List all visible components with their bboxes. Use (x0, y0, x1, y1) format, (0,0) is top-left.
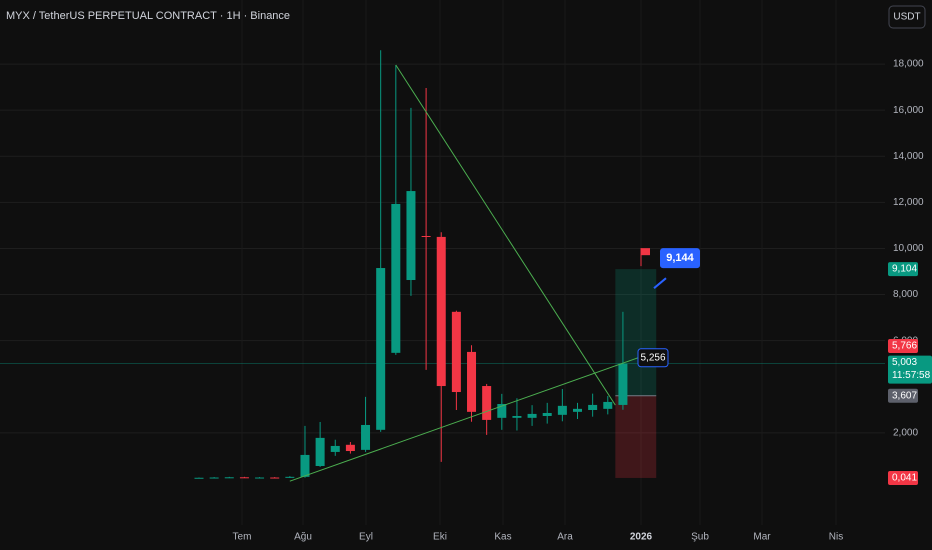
callout-label: 9,144 (666, 252, 694, 264)
x-tick-label: 2026 (630, 532, 653, 543)
trendline (395, 64, 616, 406)
candle-body (603, 401, 613, 409)
price-label: 5,766 (892, 341, 917, 352)
candle-body (421, 235, 431, 237)
candle-body (497, 404, 507, 418)
current-price-label: 5,003 (892, 357, 917, 368)
candle-body (467, 351, 477, 412)
candle-body (300, 454, 310, 477)
y-tick-label: 2,000 (893, 427, 918, 438)
price-label-box (888, 262, 918, 277)
current-price-box (888, 355, 932, 384)
candle-body (557, 405, 567, 415)
price-label: 9,104 (892, 264, 917, 275)
candle-body (391, 203, 401, 353)
x-tick-label: Eki (433, 532, 447, 543)
candle-body (618, 363, 628, 405)
candle-body (209, 477, 219, 479)
position-loss-zone (615, 395, 657, 478)
candle-body (194, 477, 204, 479)
y-tick-label: 14,000 (893, 151, 924, 162)
candle-body (588, 404, 598, 410)
price-label: 3,607 (892, 390, 917, 401)
callout-pointer (653, 277, 667, 289)
flag (641, 248, 650, 256)
x-tick-label: Mar (753, 532, 771, 543)
trendline (289, 357, 639, 482)
candle-body (270, 477, 280, 479)
price-label-box (888, 388, 918, 403)
price-label-box (888, 470, 918, 485)
grid (0, 0, 885, 525)
x-tick-label: Ara (557, 532, 573, 543)
callout-box (637, 348, 669, 368)
callout-box (660, 248, 700, 269)
candle-body (345, 444, 355, 452)
plot-area: 9,144 5,256 (0, 50, 885, 482)
x-tick-label: Nis (829, 532, 843, 543)
chart-title: MYX / TetherUS PERPETUAL CONTRACT · 1H ·… (6, 10, 290, 22)
candle-body (285, 476, 295, 478)
y-tick-label: 8,000 (893, 289, 918, 300)
candle-body (255, 477, 265, 479)
x-tick-label: Ağu (294, 532, 312, 543)
candle-body (482, 386, 492, 420)
y-tick-label: 10,000 (893, 243, 924, 254)
candle-body (406, 191, 416, 281)
price-label: 0,041 (892, 473, 917, 484)
candle-body (542, 412, 552, 416)
countdown: 11:57:58 (892, 370, 931, 381)
candle-body (315, 437, 325, 467)
callout-label: 5,256 (640, 352, 665, 363)
currency-button-label[interactable]: USDT (893, 12, 920, 23)
candle-body (361, 424, 371, 450)
x-tick-label: Şub (691, 532, 709, 543)
currency-button[interactable] (888, 5, 926, 29)
candle-body (330, 445, 340, 452)
candle-body (527, 413, 537, 418)
candle-body (512, 415, 522, 418)
candle-body (239, 477, 249, 479)
x-tick-label: Eyl (359, 532, 373, 543)
candle-body (436, 236, 446, 387)
y-tick-label: 16,000 (893, 105, 924, 116)
y-tick-label: 18,000 (893, 59, 924, 70)
price-label-box (888, 339, 918, 354)
candle-body (224, 477, 234, 479)
candle-body (451, 311, 461, 393)
candle-body (573, 408, 582, 412)
y-tick-label: 12,000 (893, 197, 924, 208)
price-axis: 2,0006,0008,00010,00012,00014,00016,0001… (233, 59, 932, 543)
x-tick-label: Tem (233, 532, 252, 543)
x-tick-label: Kas (494, 532, 511, 543)
candle-body (376, 268, 386, 430)
